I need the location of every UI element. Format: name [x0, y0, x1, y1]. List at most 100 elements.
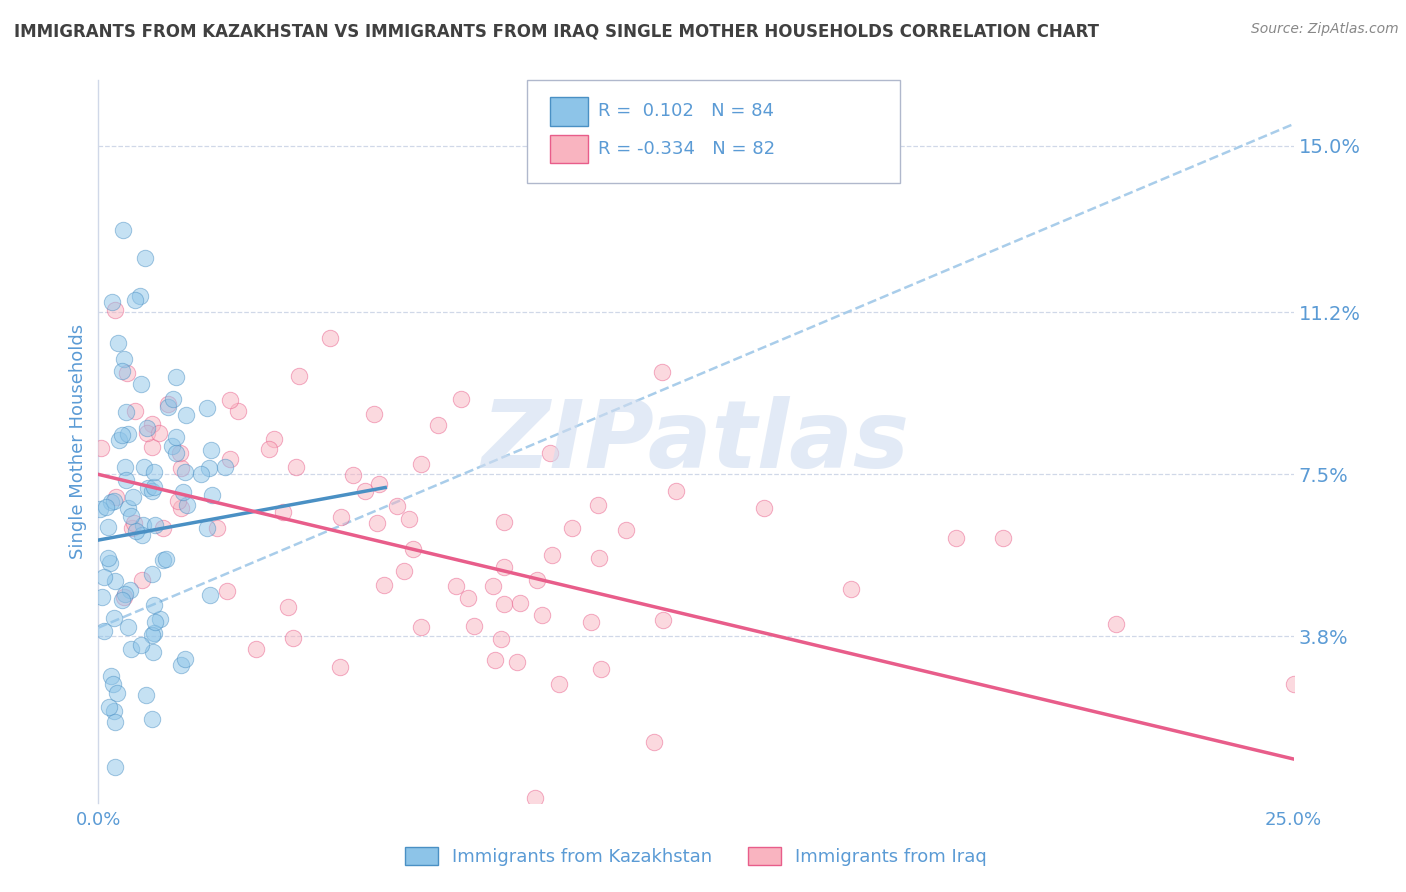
Point [143, 518, 166, 533]
Point [105, 490, 128, 504]
Point [107, 433, 129, 447]
Point [156, 400, 179, 414]
Point [427, 418, 450, 433]
Point [105, 686, 128, 700]
Point [111, 364, 134, 378]
Point [548, 677, 571, 691]
Point [101, 295, 124, 310]
Point [131, 517, 153, 532]
Point [492, 598, 515, 612]
Point [117, 500, 139, 515]
Point [120, 509, 142, 524]
Point [506, 655, 529, 669]
Text: R = -0.334   N = 82: R = -0.334 N = 82 [598, 140, 775, 158]
Point [450, 392, 472, 406]
Point [129, 377, 152, 392]
Point [402, 542, 425, 557]
Y-axis label: Single Mother Households: Single Mother Households [69, 324, 87, 559]
Point [142, 480, 165, 494]
Point [166, 494, 188, 508]
Point [104, 759, 127, 773]
Point [103, 494, 125, 508]
Legend: Immigrants from Kazakhstan, Immigrants from Iraq: Immigrants from Kazakhstan, Immigrants f… [398, 839, 994, 873]
Point [93, 570, 115, 584]
Point [195, 401, 218, 416]
Point [288, 368, 311, 383]
Point [195, 521, 218, 535]
Point [90, 441, 112, 455]
Point [97, 550, 120, 565]
Point [263, 433, 285, 447]
Point [170, 658, 193, 673]
Point [218, 452, 240, 467]
Point [444, 579, 467, 593]
Point [198, 588, 221, 602]
Point [141, 567, 163, 582]
Point [104, 714, 127, 729]
Point [103, 574, 125, 588]
Point [354, 484, 377, 499]
Point [165, 370, 187, 384]
Point [157, 397, 180, 411]
Point [120, 642, 142, 657]
Point [135, 689, 157, 703]
Point [103, 611, 125, 625]
Point [201, 488, 224, 502]
Point [579, 615, 602, 630]
Point [190, 467, 212, 481]
Point [122, 490, 145, 504]
Point [174, 652, 197, 666]
Point [141, 417, 163, 431]
Point [165, 446, 187, 460]
Point [368, 476, 391, 491]
Point [148, 425, 170, 440]
Point [591, 662, 613, 676]
Point [392, 564, 415, 578]
Point [411, 458, 433, 472]
Point [530, 608, 553, 623]
Point [494, 516, 516, 530]
Point [152, 553, 174, 567]
Point [134, 251, 156, 265]
Point [172, 485, 194, 500]
Point [104, 303, 127, 318]
Point [200, 442, 222, 457]
Point [330, 510, 353, 524]
Point [149, 612, 172, 626]
Point [754, 500, 776, 515]
Point [141, 712, 163, 726]
Point [257, 442, 280, 456]
Point [523, 791, 546, 805]
Point [111, 427, 134, 442]
Point [991, 531, 1014, 545]
Point [561, 521, 583, 535]
Point [198, 460, 221, 475]
Point [463, 619, 485, 633]
Point [652, 613, 675, 627]
Point [494, 559, 516, 574]
Point [207, 521, 229, 535]
Point [89, 501, 111, 516]
Point [366, 516, 388, 530]
Point [111, 592, 134, 607]
Point [129, 638, 152, 652]
Point [115, 366, 138, 380]
Point [409, 620, 432, 634]
Point [174, 408, 197, 422]
Point [142, 599, 165, 613]
Point [170, 461, 193, 475]
Point [142, 626, 165, 640]
Point [142, 465, 165, 479]
Point [643, 735, 665, 749]
Point [118, 582, 141, 597]
Point [170, 501, 193, 516]
Point [141, 628, 163, 642]
Point [160, 439, 183, 453]
Point [665, 483, 688, 498]
Point [277, 599, 299, 614]
Point [98, 556, 121, 570]
Point [125, 524, 148, 539]
Point [101, 677, 124, 691]
Point [97, 699, 120, 714]
Point [176, 499, 198, 513]
